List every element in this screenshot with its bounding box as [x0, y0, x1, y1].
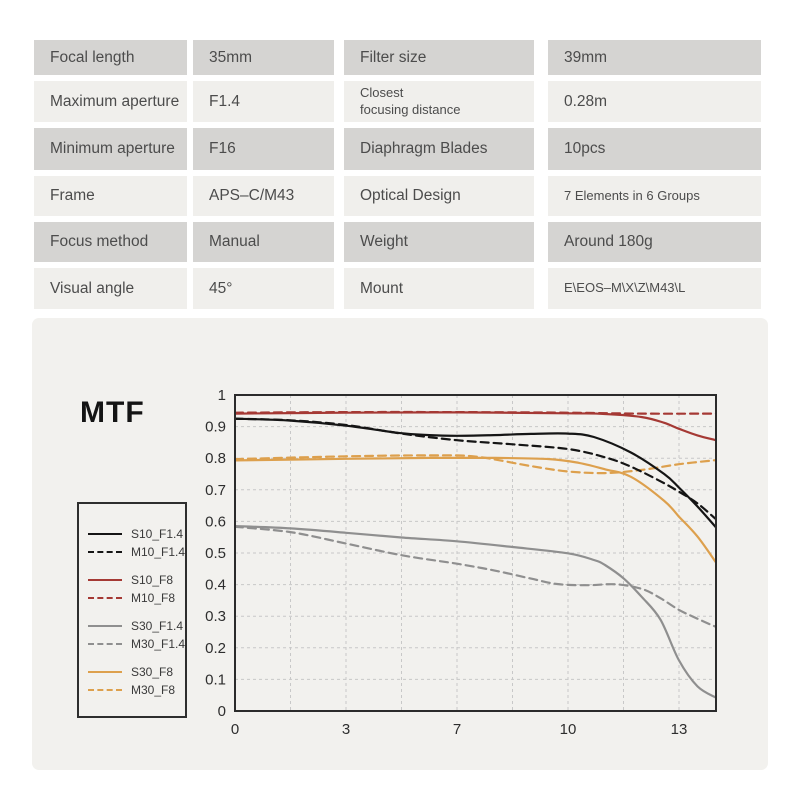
- legend-group: S30_F1.4 M30_F1.4: [88, 617, 185, 653]
- legend-line-sample: [88, 643, 122, 645]
- spec-value: Manual: [193, 222, 344, 262]
- legend-label: S30_F1.4: [131, 619, 184, 633]
- legend-item: M10_F1.4: [88, 543, 185, 561]
- plot-border: [234, 394, 717, 712]
- curve-S30_F8: [236, 456, 715, 563]
- y-tick-label: 1: [218, 387, 226, 404]
- legend-label: M30_F1.4: [131, 637, 186, 651]
- spec-value: E\EOS–M\X\Z\M43\L: [548, 268, 761, 309]
- spec-value: 35mm: [193, 40, 344, 75]
- spec-label: Maximum aperture: [34, 81, 193, 122]
- spec-value: 7 Elements in 6 Groups: [548, 176, 761, 216]
- legend-line-sample: [88, 533, 122, 535]
- spec-label: Minimum aperture: [34, 128, 193, 170]
- legend-item: S10_F8: [88, 571, 185, 589]
- legend-item: S10_F1.4: [88, 525, 185, 543]
- spec-label: Visual angle: [34, 268, 193, 309]
- legend-label: S10_F1.4: [131, 527, 184, 541]
- legend-group: S10_F8 M10_F8: [88, 571, 185, 607]
- curve-M10_F1.4: [236, 417, 715, 520]
- spec-label: Frame: [34, 176, 193, 216]
- x-tick-label: 0: [231, 721, 239, 738]
- spec-value: APS–C/M43: [193, 176, 344, 216]
- y-tick-label: 0.8: [205, 450, 226, 467]
- legend-group: S10_F1.4 M10_F1.4: [88, 525, 185, 561]
- y-tick-label: 0.4: [205, 577, 226, 594]
- spec-label: Weight: [344, 222, 548, 262]
- chart-title: MTF: [80, 396, 145, 429]
- mtf-chart-panel: MTF 1 0.9 0.8 0.7 0.6 0.5 0.4 0.3 0.2 0.1 0 0 3 7 10 13…: [32, 318, 768, 770]
- legend-label: M10_F1.4: [131, 545, 186, 559]
- legend-line-sample: [88, 597, 122, 599]
- mtf-line-chart: 1 0.9 0.8 0.7 0.6 0.5 0.4 0.3 0.2 0.1 00 3 7 10 13: [205, 387, 717, 738]
- legend-item: M30_F8: [88, 681, 185, 699]
- spec-value: 39mm: [548, 40, 761, 75]
- y-tick-label: 0.5: [205, 545, 226, 562]
- legend-line-sample: [88, 671, 122, 673]
- legend-item: S30_F8: [88, 663, 185, 681]
- x-tick-label: 3: [342, 721, 350, 738]
- spec-label: Focus method: [34, 222, 193, 262]
- spec-value: 10pcs: [548, 128, 761, 170]
- spec-label: Mount: [344, 268, 548, 309]
- spec-label: Filter size: [344, 40, 548, 75]
- spec-label: Optical Design: [344, 176, 548, 216]
- legend-group: S30_F8 M30_F8: [88, 663, 185, 699]
- legend-line-sample: [88, 579, 122, 581]
- x-tick-label: 10: [560, 721, 577, 738]
- legend-item: M10_F8: [88, 589, 185, 607]
- spec-table: Focal length 35mm Filter size 39mm Maxim…: [34, 40, 761, 309]
- legend-label: M10_F8: [131, 591, 176, 605]
- legend-item: M30_F1.4: [88, 635, 185, 653]
- curve-S10_F1.4: [236, 417, 715, 528]
- legend-label: M30_F8: [131, 683, 176, 697]
- y-tick-label: 0.7: [205, 482, 226, 499]
- curve-S30_F1.4: [236, 525, 715, 699]
- legend-label: S10_F8: [131, 573, 174, 587]
- spec-value: 45°: [193, 268, 344, 309]
- y-tick-label: 0.3: [205, 608, 226, 625]
- spec-value: Around 180g: [548, 222, 761, 262]
- legend-label: S30_F8: [131, 665, 174, 679]
- y-tick-label: 0.2: [205, 640, 226, 657]
- y-tick-label: 0.6: [205, 513, 226, 530]
- legend-line-sample: [88, 689, 122, 691]
- spec-value: F1.4: [193, 81, 344, 122]
- legend-line-sample: [88, 625, 122, 627]
- curve-M30_F1.4: [236, 525, 715, 628]
- spec-value: F16: [193, 128, 344, 170]
- spec-label: Diaphragm Blades: [344, 128, 548, 170]
- x-tick-label: 13: [671, 721, 688, 738]
- spec-label: Focal length: [34, 40, 193, 75]
- spec-label: Closest focusing distance: [344, 81, 548, 122]
- y-tick-label: 0.9: [205, 419, 226, 436]
- curve-M10_F8: [236, 410, 715, 415]
- spec-value: 0.28m: [548, 81, 761, 122]
- chart-legend: S10_F1.4 M10_F1.4 S10_F8 M10_F8 S30_F1.4: [77, 502, 187, 718]
- legend-item: S30_F1.4: [88, 617, 185, 635]
- legend-line-sample: [88, 551, 122, 553]
- x-tick-label: 7: [453, 721, 461, 738]
- y-tick-label: 0.1: [205, 671, 226, 688]
- y-tick-label: 0: [218, 703, 226, 720]
